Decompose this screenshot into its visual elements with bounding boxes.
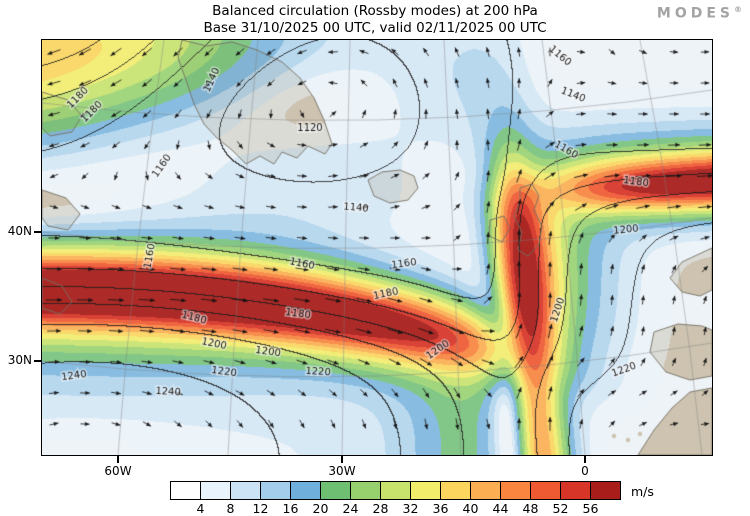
- x-axis-tick: [117, 456, 119, 463]
- y-axis-label: 30N: [7, 353, 32, 367]
- colorbar-segment: [231, 482, 261, 499]
- colorbar-segment: [261, 482, 291, 499]
- x-axis-label: 0: [581, 464, 589, 478]
- colorbar-segment: [201, 482, 231, 499]
- colorbar-segment: [321, 482, 351, 499]
- colorbar-tick-label: 8: [226, 501, 235, 516]
- colorbar: [170, 481, 621, 500]
- chart-title: Balanced circulation (Rossby modes) at 2…: [212, 3, 538, 19]
- colorbar-unit: m/s: [631, 484, 654, 499]
- x-axis-label: 30W: [328, 464, 356, 478]
- modes-logo: MODES®: [657, 5, 742, 22]
- colorbar-tick-label: 56: [582, 501, 599, 516]
- colorbar-tick-label: 52: [552, 501, 569, 516]
- colorbar-tick-label: 24: [342, 501, 359, 516]
- colorbar-segment: [411, 482, 441, 499]
- colorbar-segment: [171, 482, 201, 499]
- modes-logo-text: MODES: [656, 5, 734, 22]
- colorbar-tick-label: 44: [492, 501, 509, 516]
- colorbar-tick-label: 40: [462, 501, 479, 516]
- x-axis-label: 60W: [104, 464, 132, 478]
- colorbar-tick-label: 16: [282, 501, 299, 516]
- colorbar-tick-label: 28: [372, 501, 389, 516]
- colorbar-tick-label: 12: [252, 501, 269, 516]
- colorbar-tick-label: 20: [312, 501, 329, 516]
- y-axis-tick: [34, 360, 41, 362]
- colorbar-segment: [381, 482, 411, 499]
- colorbar-segment: [441, 482, 471, 499]
- colorbar-tick-label: 48: [522, 501, 539, 516]
- chart-subtitle: Base 31/10/2025 00 UTC, valid 02/11/2025…: [203, 20, 547, 36]
- colorbar-segment: [471, 482, 501, 499]
- x-axis-tick: [341, 456, 343, 463]
- map-frame: [41, 39, 713, 456]
- colorbar-segment: [351, 482, 381, 499]
- colorbar-segment: [291, 482, 321, 499]
- y-axis-label: 40N: [7, 224, 32, 238]
- colorbar-segment: [531, 482, 561, 499]
- colorbar-tick-label: 32: [402, 501, 419, 516]
- colorbar-segment: [561, 482, 591, 499]
- y-axis-tick: [34, 231, 41, 233]
- colorbar-tick-label: 4: [196, 501, 205, 516]
- colorbar-segment: [591, 482, 620, 499]
- x-axis-tick: [584, 456, 586, 463]
- colorbar-tick-label: 36: [432, 501, 449, 516]
- colorbar-segment: [501, 482, 531, 499]
- registered-mark: ®: [734, 5, 742, 14]
- map-canvas: [42, 40, 712, 455]
